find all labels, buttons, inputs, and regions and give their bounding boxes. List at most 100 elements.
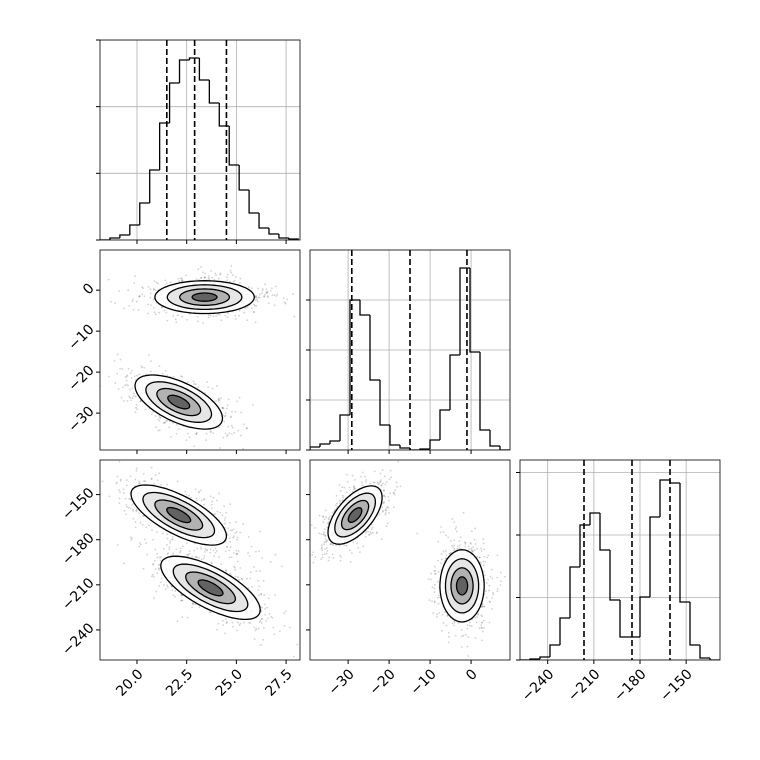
sample-point [155,590,158,593]
sample-point [150,478,153,480]
sample-point [360,475,362,478]
y-tick-label: −150 [59,485,98,524]
sample-point [383,489,386,492]
sample-point [283,301,286,304]
sample-point [123,492,125,495]
sample-point [338,502,341,504]
sample-point [139,521,142,524]
sample-point [143,480,145,482]
density-fill [198,579,223,596]
sample-point [382,495,385,497]
sample-point [264,613,267,616]
sample-point [326,522,329,524]
sample-point [217,400,220,403]
sample-point [331,553,334,556]
sample-point [470,542,472,545]
density-fill [167,395,190,409]
sample-point [477,613,479,616]
sample-point [480,621,483,624]
sample-point [234,575,237,578]
sample-point [180,594,183,596]
histogram-step [188,57,200,60]
sample-point [454,634,457,637]
sample-point [321,553,324,556]
sample-point [221,619,224,622]
sample-point [191,606,193,609]
sample-point [208,611,211,613]
sample-point [193,549,196,552]
sample-point [226,534,229,536]
sample-point [253,626,256,629]
sample-point [139,543,142,546]
sample-point [459,536,462,539]
sample-point [223,420,226,423]
sample-point [470,625,473,628]
sample-point [240,577,243,580]
sample-point [486,556,489,559]
sample-point [152,298,155,301]
histogram-step [158,122,170,170]
sample-point [119,358,122,361]
sample-point [135,300,138,303]
sample-point [263,627,265,629]
sample-point [453,544,456,547]
sample-point [376,481,379,484]
sample-point [266,290,269,293]
sample-point [263,295,266,298]
sample-point [381,506,384,509]
sample-point [343,486,346,489]
sample-point [133,282,136,284]
sample-point [196,315,199,318]
sample-point [149,292,152,295]
sample-point [141,523,144,526]
sample-point [138,296,141,298]
sample-point [481,605,484,608]
sample-point [488,584,491,587]
panel-frame [519,459,721,661]
sample-point [113,359,116,362]
sample-point [233,431,236,434]
sample-point [131,300,134,303]
panel: −240 −210 −180 −150 [516,459,721,705]
y-tick-label: 0 [80,281,98,299]
sample-point [387,506,390,509]
sample-point [476,547,478,550]
sample-point [490,568,493,571]
sample-point [141,293,144,296]
sample-point [221,406,224,409]
sample-point [326,550,329,552]
sample-point [242,523,245,525]
sample-point [163,421,166,424]
sample-point [248,621,250,624]
y-tick-label: −30 [65,403,97,435]
sample-point [328,515,331,518]
sample-point [225,435,228,437]
sample-point [156,572,159,575]
sample-point [328,518,330,521]
sample-point [479,561,482,564]
sample-point [266,295,269,298]
sample-point [164,370,167,372]
sample-point [325,540,328,542]
sample-point [198,491,201,494]
sample-point [213,278,216,281]
sample-point [142,515,145,517]
sample-point [447,536,450,539]
sample-point [174,318,177,321]
x-tick-label: 25.0 [213,666,246,699]
sample-point [331,511,334,514]
sample-point [154,415,157,417]
sample-point [216,510,219,513]
sample-point [250,586,253,588]
sample-point [209,495,212,498]
sample-point [431,586,434,589]
sample-point [482,619,485,622]
sample-point [141,366,144,369]
sample-point [253,638,256,641]
sample-point [283,624,286,627]
contour-line [167,394,191,410]
sample-point [257,589,260,591]
sample-point [254,295,257,297]
sample-point [393,493,396,496]
sample-point [243,621,245,624]
